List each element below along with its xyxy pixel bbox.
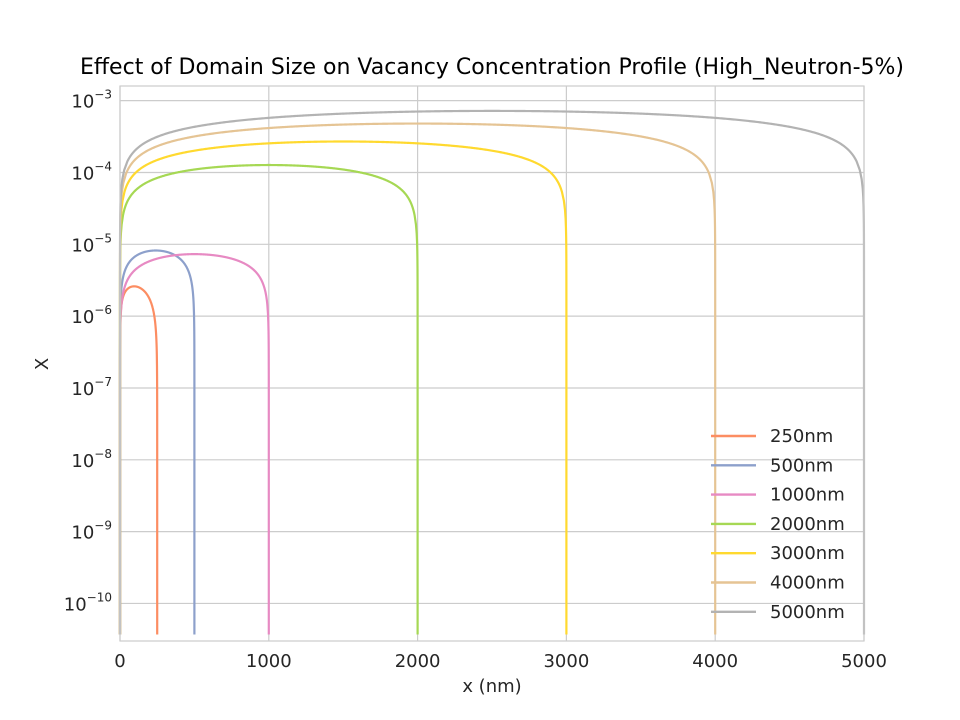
x-tick-label: 2000	[395, 651, 441, 672]
legend-label: 250nm	[770, 426, 833, 447]
series-line-5000nm	[118, 109, 866, 635]
y-tick-label: 10−8	[71, 447, 112, 472]
x-axis-label: x (nm)	[462, 676, 521, 697]
legend: 250nm 500nm 1000nm 2000nm 3000nm 4000nm 5000nm	[711, 426, 845, 623]
legend-label: 1000nm	[770, 485, 845, 506]
x-tick-labels: 0 1000 2000 3000 4000 5000	[114, 651, 887, 672]
x-tick-label: 0	[114, 651, 125, 672]
y-axis-label: X	[32, 358, 53, 370]
y-tick-labels: 10−10 10−9 10−8 10−7 10−6 10−5 10−4 10−3	[64, 88, 112, 616]
plot-frame	[119, 85, 865, 642]
x-tick-label: 3000	[543, 651, 589, 672]
x-tick-label: 1000	[246, 651, 292, 672]
x-tick-label: 5000	[841, 651, 887, 672]
series-line-4000nm	[118, 122, 717, 635]
legend-label: 3000nm	[770, 543, 845, 564]
y-tick-label: 10−9	[71, 519, 112, 544]
legend-label: 4000nm	[770, 573, 845, 594]
series-line-2000nm	[118, 163, 419, 635]
y-tick-label: 10−6	[71, 303, 112, 328]
y-tick-label: 10−4	[71, 159, 112, 184]
series-line-500nm	[118, 249, 196, 636]
y-tick-label: 10−7	[71, 375, 112, 400]
legend-label: 500nm	[770, 455, 833, 476]
chart-title: Effect of Domain Size on Vacancy Concent…	[80, 55, 904, 80]
plot-background	[120, 86, 864, 641]
y-tick-label: 10−10	[64, 590, 112, 615]
legend-label: 2000nm	[770, 514, 845, 535]
x-tick-label: 4000	[692, 651, 738, 672]
y-tick-label: 10−3	[71, 88, 112, 113]
legend-label: 5000nm	[770, 602, 845, 623]
y-tick-label: 10−5	[71, 231, 112, 256]
series-line-250nm	[118, 285, 159, 635]
series-line-3000nm	[118, 140, 568, 635]
series-line-1000nm	[118, 253, 270, 635]
series-lines	[118, 109, 866, 636]
